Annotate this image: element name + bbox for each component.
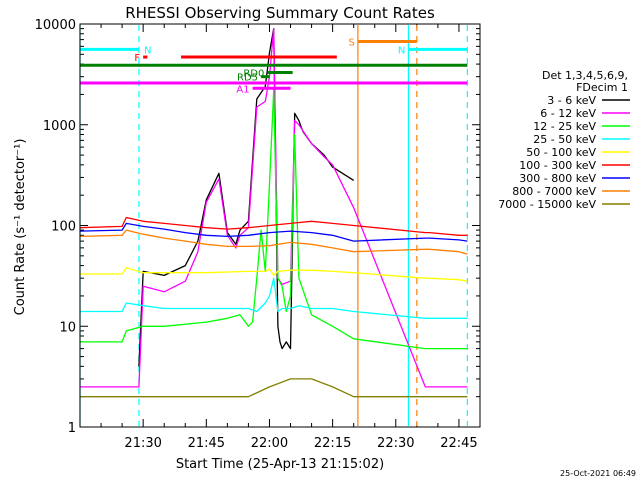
- legend-header: Det 1,3,4,5,6,9,: [542, 69, 628, 82]
- y-tick-label: 1: [68, 421, 76, 436]
- flag-bar-label: N: [398, 45, 405, 56]
- y-axis-label: Count Rate (s⁻¹ detector⁻¹): [13, 139, 28, 316]
- y-tick-label: 10000: [35, 18, 76, 33]
- chart-title: RHESSI Observing Summary Count Rates: [125, 4, 435, 22]
- y-tick-label: 1000: [43, 119, 76, 134]
- legend-entry-label: 300 - 800 keV: [519, 172, 596, 185]
- series-lines: [79, 27, 468, 398]
- x-tick-label: 22:45: [440, 436, 477, 451]
- legend-entry-label: 50 - 100 keV: [526, 146, 596, 159]
- series-line: [80, 378, 468, 398]
- flag-bar-label: RD0: [243, 69, 264, 80]
- x-tick-label: 22:30: [377, 436, 414, 451]
- x-axis-label: Start Time (25-Apr-13 21:15:02): [176, 457, 384, 472]
- x-tick-label: 21:45: [188, 436, 225, 451]
- series-line: [80, 89, 468, 350]
- legend-entry-label: 3 - 6 keV: [547, 94, 596, 107]
- legend-entry-label: 25 - 50 keV: [533, 133, 596, 146]
- flag-bar-label: S: [349, 38, 355, 49]
- flag-bar-label: F: [134, 53, 140, 64]
- y-tick-label: 10: [59, 320, 76, 335]
- flag-bar-label: A1: [236, 84, 249, 95]
- flag-bar-label: N: [144, 45, 151, 56]
- x-tick-label: 22:15: [314, 436, 351, 451]
- plot-frame: [79, 23, 481, 428]
- series-line: [80, 277, 468, 319]
- timestamp-footer: 25-Oct-2021 06:49: [560, 469, 636, 478]
- x-tick-label: 21:30: [124, 436, 161, 451]
- legend-entry-label: 800 - 7000 keV: [512, 185, 596, 198]
- legend-header: FDecim 1: [576, 81, 628, 94]
- series-line: [79, 216, 468, 236]
- legend-entry-label: 7000 - 15000 keV: [498, 198, 596, 211]
- series-line: [80, 27, 468, 388]
- y-tick-label: 100: [51, 220, 76, 235]
- legend-entry-label: 12 - 25 keV: [533, 120, 596, 133]
- legend-entry-label: 6 - 12 keV: [540, 107, 596, 120]
- series-line: [80, 267, 468, 282]
- legend-entry-label: 100 - 300 keV: [519, 159, 596, 172]
- series-line: [79, 222, 468, 242]
- flag-bar-label: RD5: [237, 73, 258, 84]
- series-line: [79, 229, 468, 255]
- x-tick-label: 22:00: [251, 436, 288, 451]
